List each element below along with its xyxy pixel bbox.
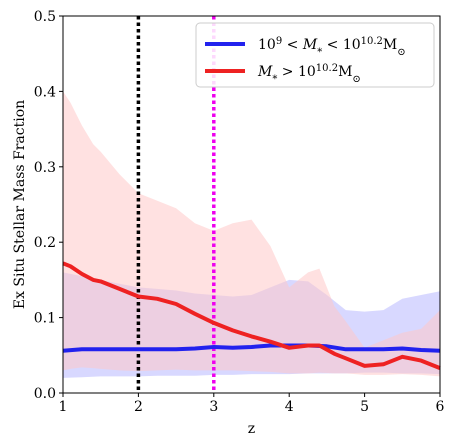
- y-tick-label: 0.5: [34, 9, 56, 25]
- x-tick-label: 4: [285, 399, 294, 415]
- x-tick-label: 1: [59, 399, 68, 415]
- x-axis-label: z: [248, 421, 255, 437]
- x-tick-label: 3: [209, 399, 218, 415]
- band-series-2: [63, 91, 440, 377]
- x-axis-ticks: 1 2 3 4 5 6: [59, 393, 445, 415]
- y-axis-label: Ex Situ Stellar Mass Fraction: [12, 100, 28, 309]
- y-tick-label: 0.3: [34, 160, 56, 176]
- x-tick-label: 2: [134, 399, 143, 415]
- x-tick-label: 6: [436, 399, 445, 415]
- legend-label-1: 109 < M* < 1010.2M⊙: [258, 36, 406, 58]
- legend-label-2: M* > 1010.2M⊙: [257, 63, 361, 85]
- x-tick-label: 5: [360, 399, 369, 415]
- line-series-2: [62, 261, 441, 370]
- y-tick-label: 0.0: [34, 386, 56, 402]
- legend: 109 < M* < 1010.2M⊙ M* > 1010.2M⊙: [195, 22, 435, 88]
- series-lines: [62, 261, 441, 370]
- y-tick-label: 0.2: [34, 235, 56, 251]
- y-tick-label: 0.4: [34, 84, 56, 100]
- y-axis-ticks: 0.0 0.1 0.2 0.3 0.4 0.5: [34, 9, 63, 402]
- line-series-1: [62, 343, 441, 353]
- reference-lines: [136, 16, 216, 393]
- legend-box: [195, 22, 435, 88]
- plot-frame: [62, 15, 441, 394]
- y-tick-label: 0.1: [34, 311, 56, 327]
